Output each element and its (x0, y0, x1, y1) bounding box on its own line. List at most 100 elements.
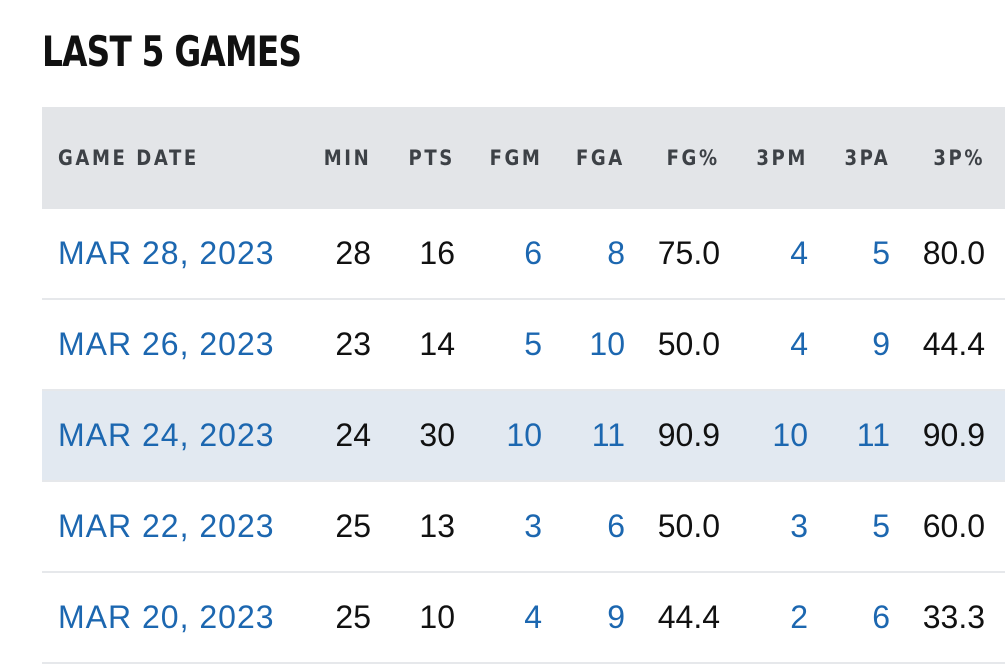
fga-link[interactable]: 11 (591, 417, 625, 453)
pts-cell: 14 (371, 299, 455, 391)
fgm-cell: 5 (455, 299, 542, 391)
min-cell: 25 (297, 572, 371, 664)
pts-cell: 16 (371, 209, 455, 300)
fga-cell: 6 (542, 481, 625, 573)
fga-cell: 11 (542, 390, 625, 482)
pts-cell: 30 (419, 417, 455, 453)
fga-link[interactable]: 8 (607, 235, 625, 271)
column-header-3p-pct[interactable]: 3P% (890, 107, 985, 209)
column-header-fgm[interactable]: FGM (455, 107, 542, 209)
three-pct-cell: 44.4 (890, 299, 985, 391)
three-pm-link[interactable]: 10 (772, 417, 808, 453)
three-pm-cell: 2 (720, 572, 808, 664)
three-pa-link[interactable]: 5 (872, 508, 890, 544)
fgm-cell: 10 (455, 390, 542, 482)
game-date-cell: MAR 22, 2023 (42, 481, 297, 573)
section-title: LAST 5 GAMES (42, 27, 302, 76)
fg-pct-cell: 75.0 (625, 209, 720, 300)
column-header-fga[interactable]: FGA (542, 107, 625, 209)
last-games-table: GAME DATE MIN PTS FGM FGA FG% 3PM 3PA 3P… (42, 107, 1005, 664)
fgm-link[interactable]: 4 (524, 599, 542, 635)
fg-pct-cell: 75.0 (657, 235, 720, 271)
pts-cell: 14 (419, 326, 455, 362)
fgm-cell: 6 (455, 209, 542, 300)
column-header-game-date[interactable]: GAME DATE (42, 107, 297, 209)
fgm-link[interactable]: 5 (524, 326, 542, 362)
fga-link[interactable]: 9 (607, 599, 625, 635)
three-pa-cell: 6 (808, 572, 890, 664)
game-date-link[interactable]: MAR 22, 2023 (58, 508, 275, 544)
game-date-link[interactable]: MAR 28, 2023 (58, 235, 275, 271)
three-pct-cell: 80.0 (890, 209, 985, 300)
pts-cell: 13 (371, 481, 455, 573)
min-cell: 23 (297, 299, 371, 391)
table-row: MAR 24, 2023 24 30 10 11 90.9 10 11 90.9 (42, 390, 1005, 482)
fg-pct-cell: 50.0 (657, 326, 720, 362)
fg-pct-cell: 90.9 (657, 417, 720, 453)
three-pm-cell: 4 (720, 299, 808, 391)
column-header-fg-pct[interactable]: FG% (625, 107, 720, 209)
game-date-link[interactable]: MAR 24, 2023 (58, 417, 275, 453)
three-pm-cell: 4 (720, 209, 808, 300)
game-date-link[interactable]: MAR 20, 2023 (58, 599, 275, 635)
fga-cell: 9 (542, 572, 625, 664)
game-date-link[interactable]: MAR 26, 2023 (58, 326, 275, 362)
column-header-pts[interactable]: PTS (371, 107, 455, 209)
three-pa-cell: 5 (808, 481, 890, 573)
table-row: MAR 22, 2023 25 13 3 6 50.0 3 5 60.0 (42, 481, 1005, 573)
game-date-cell: MAR 26, 2023 (42, 299, 297, 391)
three-pm-link[interactable]: 4 (790, 326, 808, 362)
game-date-cell: MAR 24, 2023 (42, 390, 297, 482)
column-header-overflow (985, 107, 1005, 209)
three-pct-cell: 60.0 (890, 481, 985, 573)
min-cell: 24 (335, 417, 371, 453)
game-date-cell: MAR 28, 2023 (42, 209, 297, 300)
fg-pct-cell: 44.4 (625, 572, 720, 664)
pts-cell: 10 (371, 572, 455, 664)
pts-cell: 10 (419, 599, 455, 635)
three-pa-cell: 11 (808, 390, 890, 482)
pts-cell: 13 (419, 508, 455, 544)
game-date-cell: MAR 20, 2023 (42, 572, 297, 664)
three-pct-cell: 44.4 (922, 326, 985, 362)
pts-cell: 16 (419, 235, 455, 271)
fga-cell: 8 (542, 209, 625, 300)
table-row: MAR 20, 2023 25 10 4 9 44.4 2 6 33.3 (42, 572, 1005, 664)
min-cell: 25 (335, 508, 371, 544)
fgm-link[interactable]: 3 (524, 508, 542, 544)
table-row: MAR 28, 2023 28 16 6 8 75.0 4 5 80.0 (42, 209, 1005, 300)
three-pa-link[interactable]: 11 (856, 417, 890, 453)
pts-cell: 30 (371, 390, 455, 482)
fgm-cell: 4 (455, 572, 542, 664)
min-cell: 24 (297, 390, 371, 482)
fg-pct-cell: 50.0 (625, 481, 720, 573)
row-overflow-cell (985, 209, 1005, 300)
table-row: MAR 26, 2023 23 14 5 10 50.0 4 9 44.4 (42, 299, 1005, 391)
three-pct-cell: 90.9 (922, 417, 985, 453)
three-pct-cell: 60.0 (922, 508, 985, 544)
min-cell: 23 (335, 326, 371, 362)
three-pm-link[interactable]: 3 (790, 508, 808, 544)
min-cell: 25 (297, 481, 371, 573)
fgm-link[interactable]: 10 (506, 417, 542, 453)
fg-pct-cell: 44.4 (657, 599, 720, 635)
fga-cell: 10 (542, 299, 625, 391)
column-header-3pa[interactable]: 3PA (808, 107, 890, 209)
fg-pct-cell: 50.0 (657, 508, 720, 544)
fgm-cell: 3 (455, 481, 542, 573)
fg-pct-cell: 90.9 (625, 390, 720, 482)
row-overflow-cell (985, 572, 1005, 664)
fga-link[interactable]: 6 (607, 508, 625, 544)
three-pm-link[interactable]: 4 (790, 235, 808, 271)
three-pa-link[interactable]: 5 (872, 235, 890, 271)
column-header-3pm[interactable]: 3PM (720, 107, 808, 209)
three-pm-link[interactable]: 2 (790, 599, 808, 635)
three-pct-cell: 33.3 (890, 572, 985, 664)
fgm-link[interactable]: 6 (524, 235, 542, 271)
column-header-min[interactable]: MIN (297, 107, 371, 209)
row-overflow-cell (985, 481, 1005, 573)
row-overflow-cell (985, 299, 1005, 391)
fga-link[interactable]: 10 (589, 326, 625, 362)
three-pa-link[interactable]: 9 (872, 326, 890, 362)
three-pa-link[interactable]: 6 (872, 599, 890, 635)
